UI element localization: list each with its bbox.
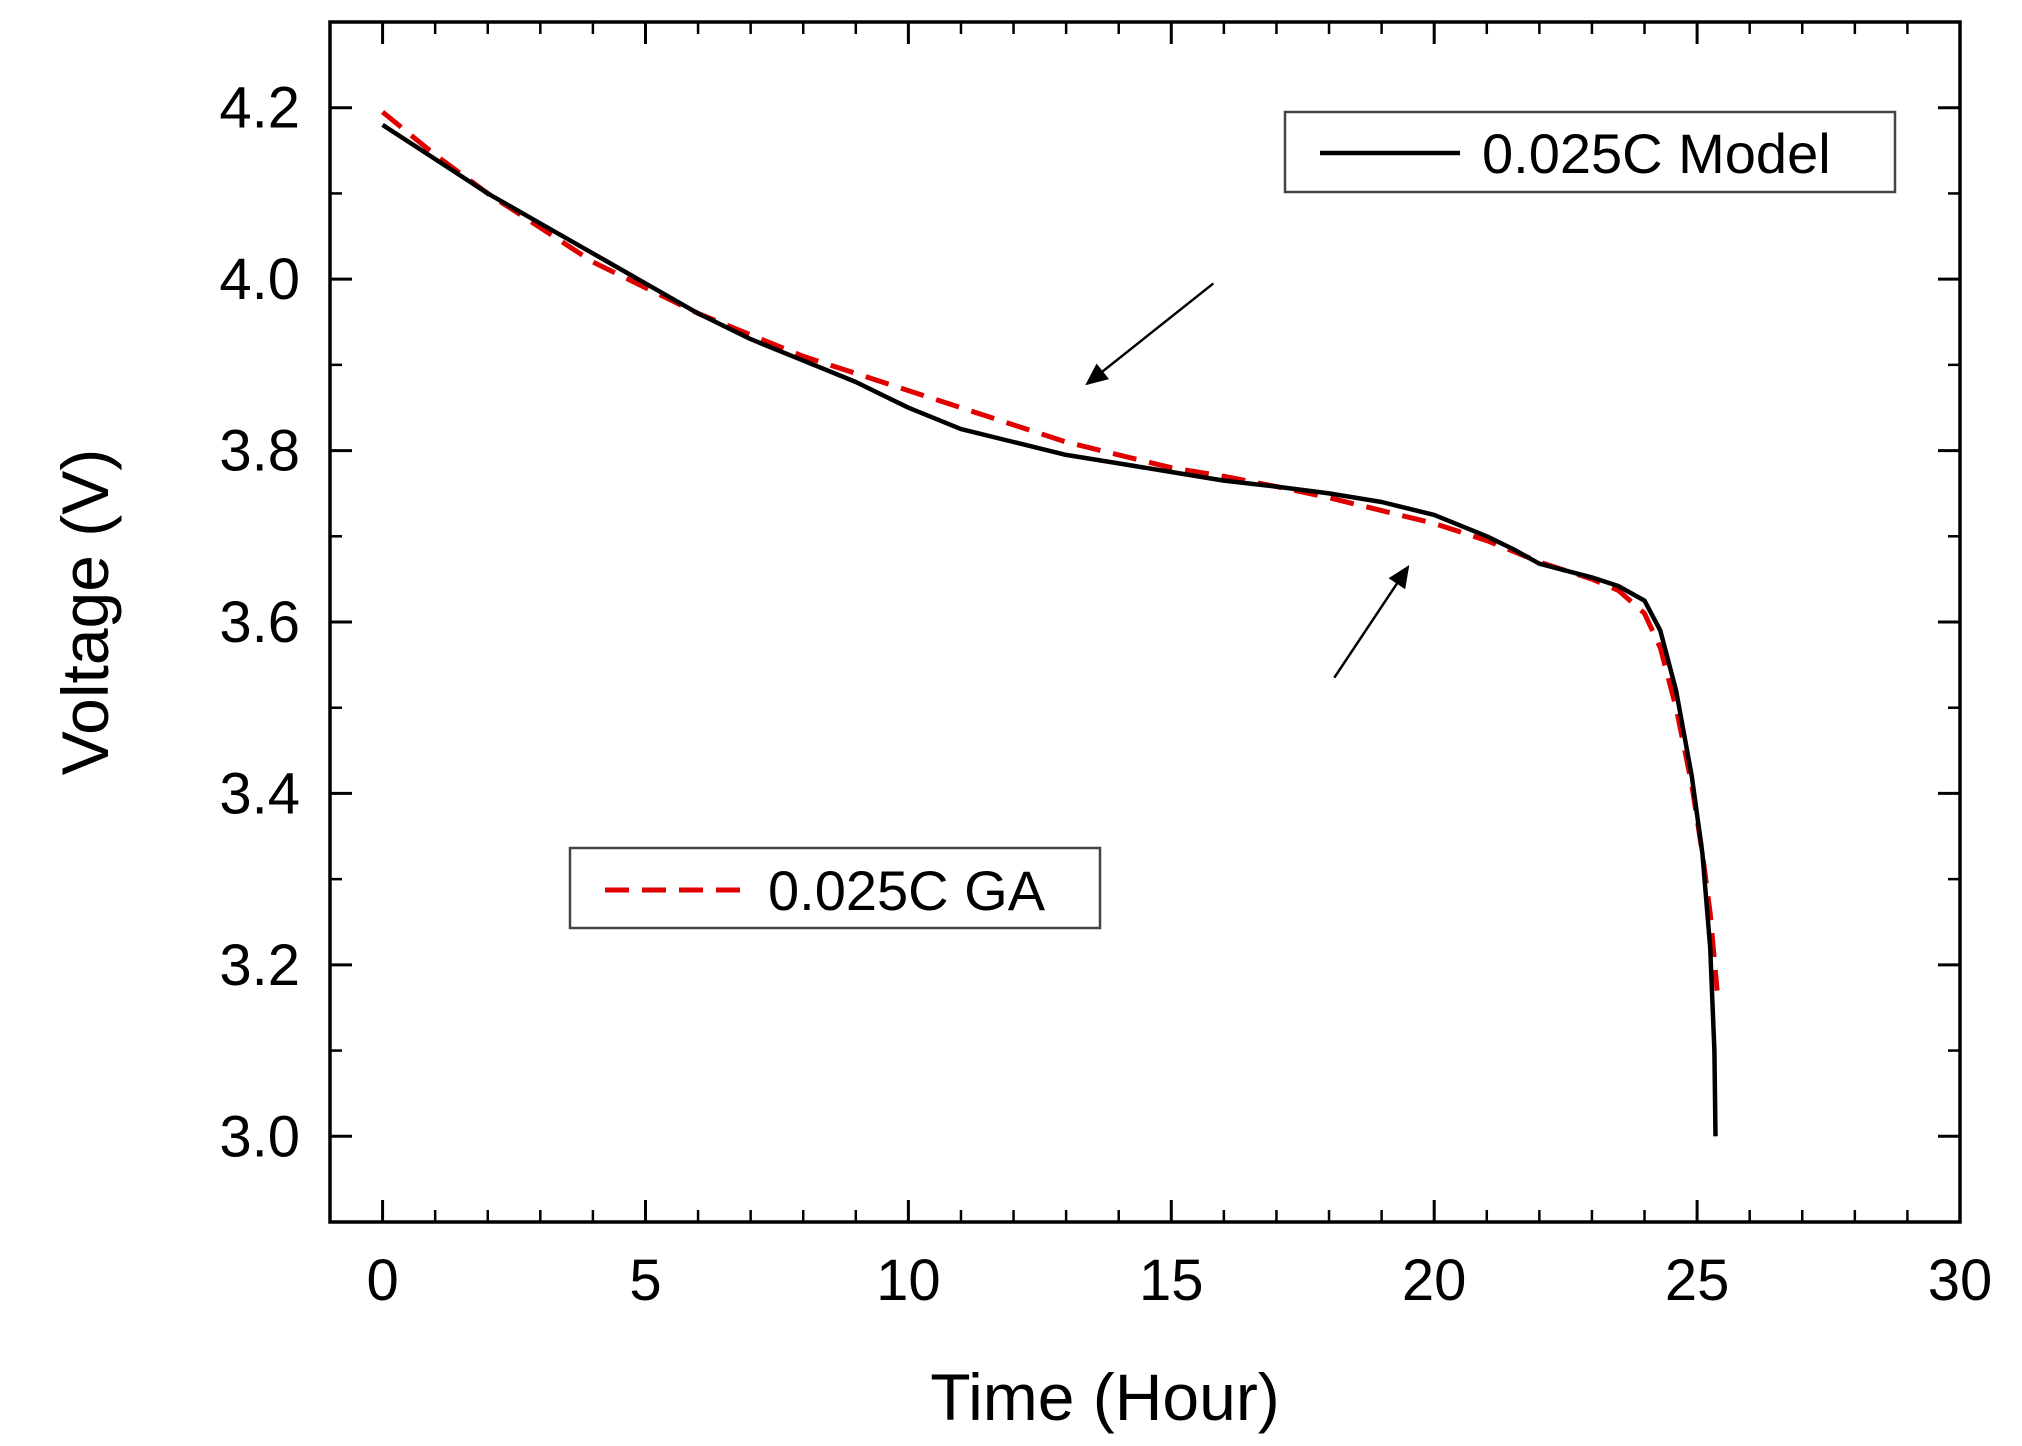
x-tick-label: 0 <box>366 1248 398 1313</box>
x-tick-label: 15 <box>1139 1248 1204 1313</box>
series-line-ga <box>381 110 1720 991</box>
x-tick-label: 20 <box>1402 1248 1467 1313</box>
plot-frame <box>328 20 1962 1224</box>
y-tick-label: 3.8 <box>219 419 300 484</box>
x-axis-title: Time (Hour) <box>930 1360 1280 1434</box>
legend-ga-label: 0.025C GA <box>768 859 1046 922</box>
annotations <box>1085 282 1410 679</box>
annotation-arrow <box>1085 282 1215 386</box>
y-tick-label: 4.2 <box>219 76 300 141</box>
y-tick-label: 4.0 <box>219 247 300 312</box>
y-tick-label: 3.4 <box>219 761 300 826</box>
y-tick-label: 3.2 <box>219 933 300 998</box>
legend-model: 0.025C Model <box>1283 110 1897 194</box>
axis-ticks: 0 5 10 15 20 25 30 3.0 3.2 3.4 3.6 3.8 4.0 4.2 <box>219 22 1992 1313</box>
y-tick-label: 3.0 <box>219 1104 300 1169</box>
x-tick-label: 10 <box>876 1248 941 1313</box>
x-tick-label: 30 <box>1928 1248 1993 1313</box>
legend-model-label: 0.025C Model <box>1482 122 1831 185</box>
series-line-model <box>381 123 1718 1137</box>
series-layer <box>381 110 1720 1137</box>
annotation-arrow <box>1333 565 1410 679</box>
legend-ga: 0.025C GA <box>568 846 1102 930</box>
y-tick-label: 3.6 <box>219 590 300 655</box>
x-tick-label: 25 <box>1665 1248 1730 1313</box>
legends: 0.025C Model 0.025C GA <box>568 110 1897 930</box>
y-axis-title: Voltage (V) <box>48 449 122 776</box>
x-tick-label: 5 <box>629 1248 661 1313</box>
